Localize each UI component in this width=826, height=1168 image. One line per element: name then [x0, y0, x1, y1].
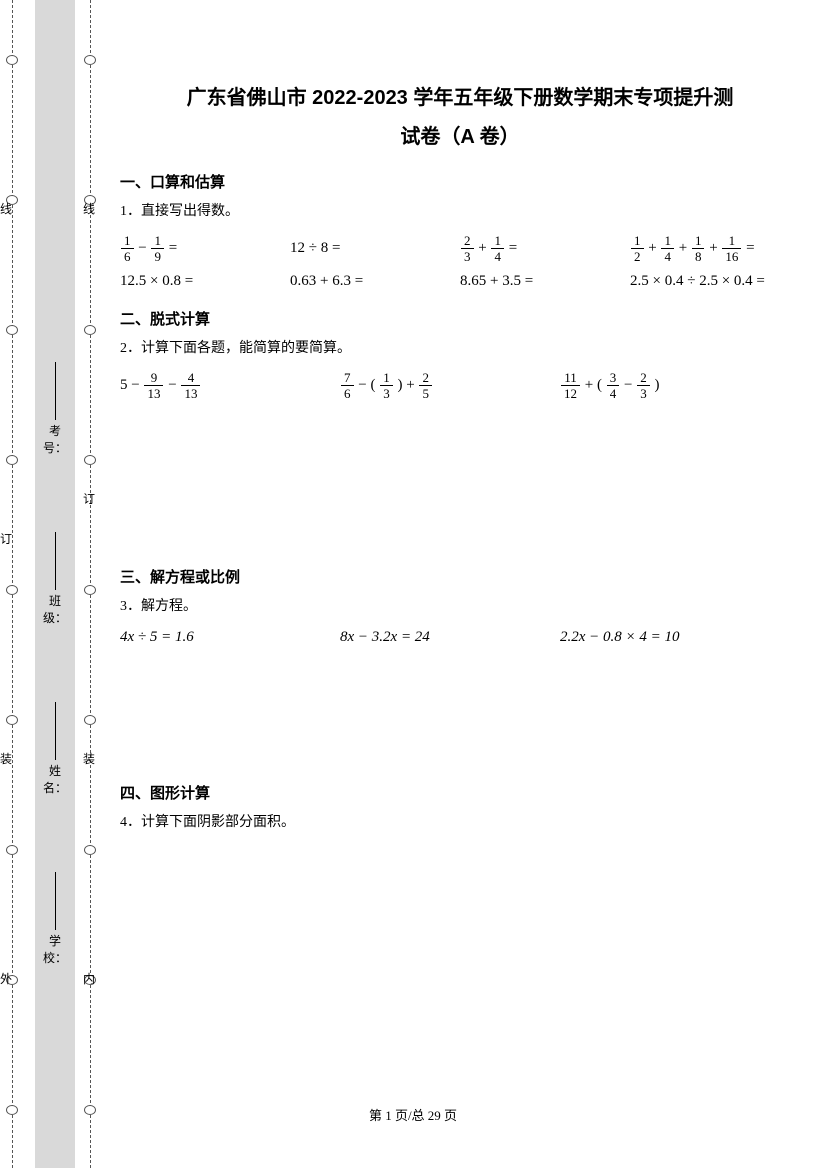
calc-row-2: 12.5 × 0.8 = 0.63 + 6.3 = 8.65 + 3.5 = 2…: [120, 273, 800, 290]
binding-outer-char: 订: [0, 530, 12, 547]
punch-hole-icon: [84, 715, 96, 725]
binding-outer-char: 装: [0, 750, 12, 767]
expr-3-1: 5 − 913 − 413: [120, 371, 340, 400]
binding-field-line: [55, 362, 56, 420]
binding-field-label: 学校：: [42, 932, 68, 966]
expr-4-3: 2.2x − 0.8 × 4 = 10: [560, 629, 780, 646]
question-number: 3．: [120, 599, 141, 614]
question-text: 计算下面各题，能简算的要简算。: [141, 341, 351, 356]
punch-hole-icon: [6, 455, 18, 465]
binding-field-line: [55, 532, 56, 590]
work-space-1: [120, 408, 800, 548]
question-number: 2．: [120, 341, 141, 356]
binding-outer-char: 线: [0, 200, 12, 217]
section-heading-2: 二、脱式计算: [120, 308, 800, 329]
expr-4-1: 4x ÷ 5 = 1.6: [120, 629, 340, 646]
question-text: 直接写出得数。: [141, 204, 239, 219]
punch-hole-icon: [6, 325, 18, 335]
binding-inner-char: 内: [82, 970, 96, 987]
question-3-prompt: 3．解方程。: [120, 595, 800, 615]
punch-hole-icon: [6, 585, 18, 595]
dashed-line-outer: [12, 0, 13, 1168]
expr-1-1: 16 − 19 =: [120, 234, 290, 263]
punch-hole-icon: [84, 585, 96, 595]
expr-3-3: 1112 + ( 34 − 23 ): [560, 371, 780, 400]
section-heading-3: 三、解方程或比例: [120, 566, 800, 587]
binding-field: 班级：: [42, 530, 68, 626]
binding-field-line: [55, 702, 56, 760]
question-1-prompt: 1．直接写出得数。: [120, 200, 800, 220]
calc-row-1: 16 − 19 = 12 ÷ 8 = 23 + 14 = 12 + 14 + 1…: [120, 234, 800, 263]
punch-hole-icon: [6, 55, 18, 65]
expr-1-2: 12 ÷ 8 =: [290, 240, 460, 257]
binding-field: 考号：: [42, 360, 68, 456]
binding-field-label: 班级：: [42, 592, 68, 626]
calc-row-3: 5 − 913 − 413 76 − ( 13 ) + 25 1112 + ( …: [120, 371, 800, 400]
punch-hole-icon: [84, 455, 96, 465]
page-footer: 第 1 页/总 29 页: [0, 1105, 826, 1124]
question-2-prompt: 2．计算下面各题，能简算的要简算。: [120, 337, 800, 357]
punch-hole-icon: [84, 845, 96, 855]
expr-3-2: 76 − ( 13 ) + 25: [340, 371, 560, 400]
binding-margin: 外 装 订 线 内 装 订 线 学校： 姓名： 班级： 考号：: [0, 0, 100, 1168]
binding-field-label: 考号：: [42, 422, 68, 456]
punch-hole-icon: [6, 715, 18, 725]
question-number: 4．: [120, 815, 141, 830]
work-space-2: [120, 654, 800, 764]
page-title-line1: 广东省佛山市 2022-2023 学年五年级下册数学期末专项提升测: [120, 80, 800, 116]
binding-field-line: [55, 872, 56, 930]
expr-4-2: 8x − 3.2x = 24: [340, 629, 560, 646]
question-text: 解方程。: [141, 599, 197, 614]
page-title-line2: 试卷（A 卷）: [120, 120, 800, 149]
section-heading-1: 一、口算和估算: [120, 171, 800, 192]
question-4-prompt: 4．计算下面阴影部分面积。: [120, 811, 800, 831]
expr-2-3: 8.65 + 3.5 =: [460, 273, 630, 290]
dashed-line-inner: [90, 0, 91, 1168]
page: 外 装 订 线 内 装 订 线 学校： 姓名： 班级： 考号： 广东省佛山市 2022-2023 …: [0, 0, 826, 1168]
expr-2-2: 0.63 + 6.3 =: [290, 273, 460, 290]
calc-row-4: 4x ÷ 5 = 1.6 8x − 3.2x = 24 2.2x − 0.8 ×…: [120, 629, 800, 646]
section-heading-4: 四、图形计算: [120, 782, 800, 803]
binding-inner-char: 订: [82, 490, 96, 507]
question-number: 1．: [120, 204, 141, 219]
question-text: 计算下面阴影部分面积。: [141, 815, 295, 830]
binding-field-label: 姓名：: [42, 762, 68, 796]
expr-1-3: 23 + 14 =: [460, 234, 630, 263]
punch-hole-icon: [6, 845, 18, 855]
expr-1-4: 12 + 14 + 18 + 116 =: [630, 234, 800, 263]
expr-2-1: 12.5 × 0.8 =: [120, 273, 290, 290]
binding-outer-char: 外: [0, 970, 12, 987]
binding-inner-char: 装: [82, 750, 96, 767]
expr-2-4: 2.5 × 0.4 ÷ 2.5 × 0.4 =: [630, 273, 800, 290]
punch-hole-icon: [84, 55, 96, 65]
binding-field: 学校：: [42, 870, 68, 966]
content-area: 广东省佛山市 2022-2023 学年五年级下册数学期末专项提升测 试卷（A 卷…: [120, 80, 800, 845]
punch-hole-icon: [84, 325, 96, 335]
binding-inner-char: 线: [82, 200, 96, 217]
binding-field: 姓名：: [42, 700, 68, 796]
